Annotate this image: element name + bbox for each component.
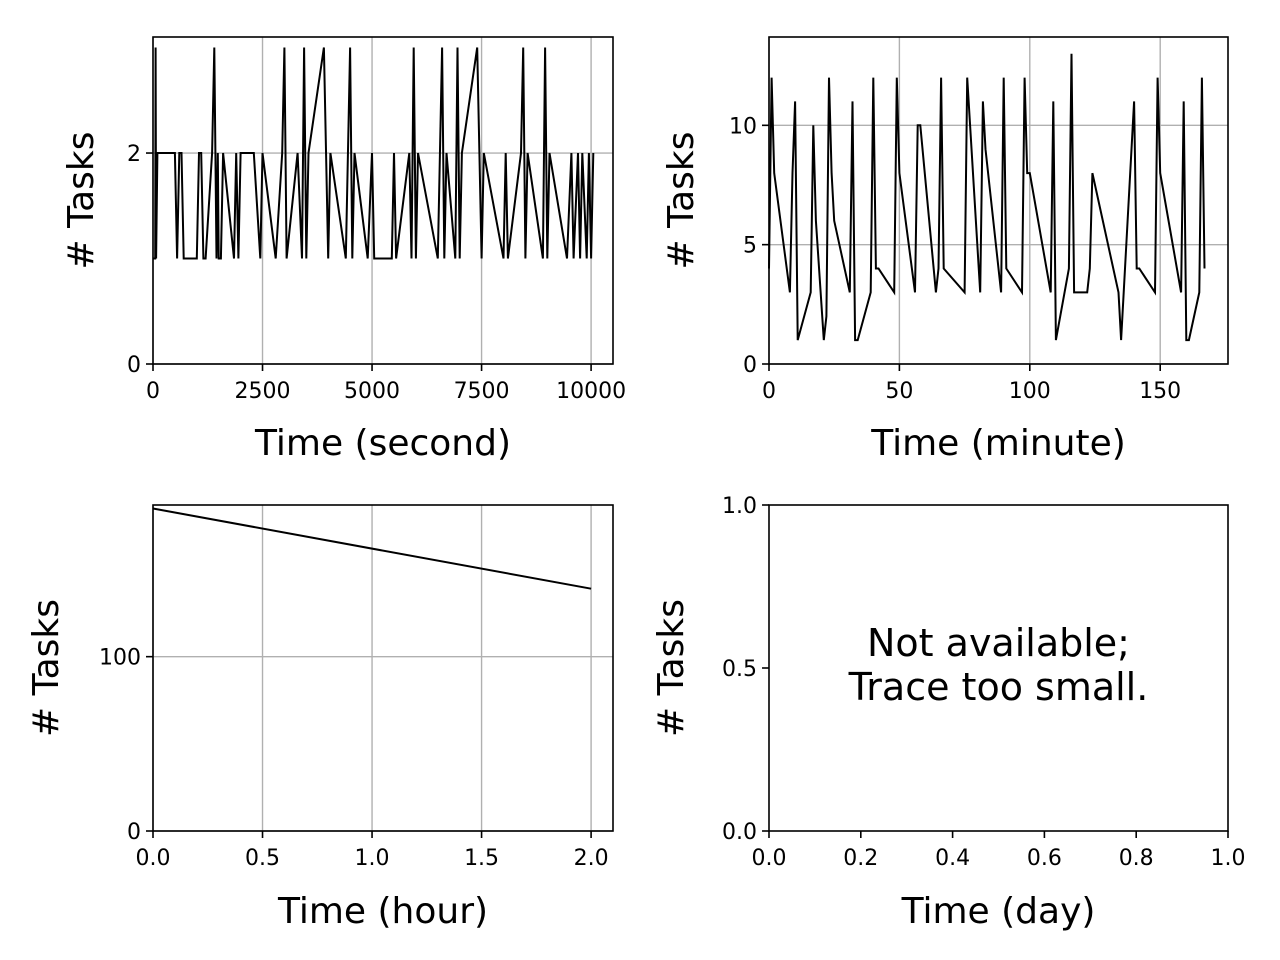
y-axis-label: # Tasks (651, 599, 692, 737)
annotation-text: Trace too small. (848, 665, 1149, 709)
x-tick-label: 0 (762, 379, 776, 404)
x-tick-label: 0.8 (1119, 846, 1154, 871)
x-axis-label: Time (minute) (870, 423, 1126, 464)
chart-panel-4: 0.0 0.2 0.4 0.6 0.8 1.0 0.0 0.5 1.0 Time (day) # T… (651, 494, 1246, 932)
x-tick-label: 0.0 (136, 846, 171, 871)
y-tick-label: 0 (127, 820, 141, 845)
x-axis-label: Time (day) (901, 891, 1096, 932)
x-tick-label: 100 (1009, 379, 1051, 404)
x-axis-label: Time (second) (254, 423, 511, 464)
chart-panel-1: 0 2500 5000 7500 10000 0 2 Time (second) # Tasks (61, 36, 626, 464)
y-tick-label: 0 (127, 353, 141, 378)
chart-panel-3: 0.0 0.5 1.0 1.5 2.0 0 100 Time (hour) # Tasks (26, 504, 614, 932)
y-tick-label: 0.0 (722, 820, 757, 845)
y-tick-label: 5 (743, 234, 757, 259)
x-tick-label: 0.0 (752, 846, 787, 871)
y-axis-label: # Tasks (61, 131, 102, 269)
x-axis-label: Time (hour) (277, 891, 488, 932)
x-tick-label: 5000 (344, 379, 400, 404)
chart-panel-2: 0 50 100 150 0 5 10 Time (minute) # Tasks (661, 36, 1229, 464)
plot-frame (152, 504, 614, 832)
x-tick-label: 50 (885, 379, 913, 404)
y-tick-label: 10 (729, 114, 757, 139)
x-tick-label: 0 (146, 379, 160, 404)
y-tick-label: 0.5 (722, 657, 757, 682)
y-axis-label: # Tasks (661, 131, 702, 269)
x-tick-label: 0.6 (1027, 846, 1062, 871)
series-line (768, 53, 1206, 342)
x-tick-label: 1.0 (355, 846, 390, 871)
y-axis-label: # Tasks (26, 599, 67, 737)
annotation-text: Not available; (867, 621, 1130, 665)
y-tick-label: 100 (99, 646, 141, 671)
x-tick-label: 1.5 (464, 846, 499, 871)
x-tick-label: 150 (1139, 379, 1181, 404)
x-tick-label: 10000 (556, 379, 626, 404)
y-tick-label: 0 (743, 353, 757, 378)
series-line (153, 47, 595, 260)
x-tick-label: 2500 (235, 379, 291, 404)
x-tick-label: 0.4 (935, 846, 970, 871)
y-tick-label: 2 (127, 142, 141, 167)
x-tick-label: 0.2 (843, 846, 878, 871)
x-tick-label: 7500 (454, 379, 510, 404)
plot-frame (152, 36, 614, 365)
x-tick-label: 0.5 (245, 846, 280, 871)
x-tick-label: 1.0 (1211, 846, 1246, 871)
y-tick-label: 1.0 (722, 494, 757, 519)
x-tick-label: 2.0 (574, 846, 609, 871)
plot-frame (768, 36, 1229, 365)
series-line (152, 507, 592, 590)
